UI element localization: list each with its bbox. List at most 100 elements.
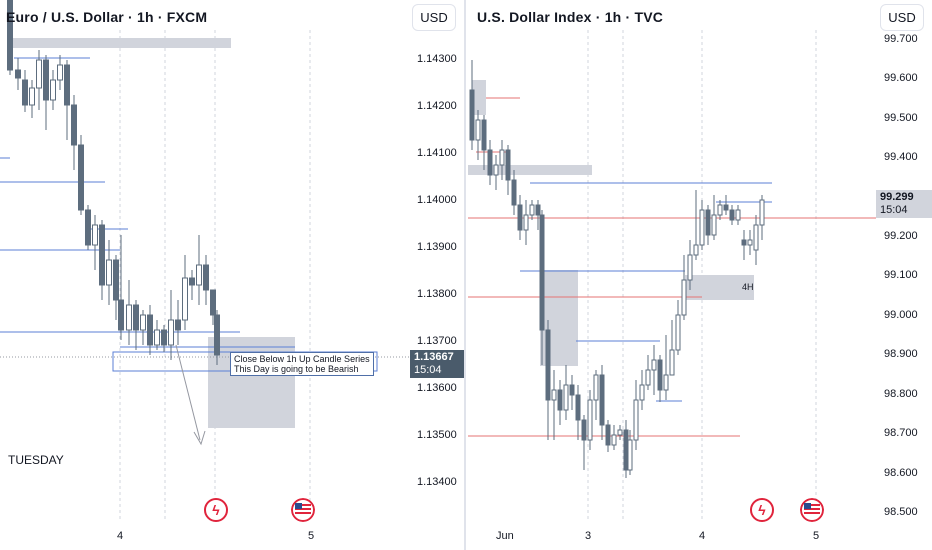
eurusd-current-price-tag: 1.13667 15:04 (410, 350, 464, 378)
candle-body (557, 389, 563, 411)
candle-body (523, 214, 529, 231)
candle-body (581, 419, 587, 441)
annotation-line-2: This Day is going to be Bearish (234, 364, 359, 374)
candle-body (92, 224, 98, 246)
eurusd-current-price: 1.13667 (414, 351, 454, 363)
candle-body (587, 399, 593, 441)
eurusd-currency-button[interactable]: USD (412, 4, 456, 31)
dxy-zone-label: 4H (742, 282, 754, 292)
candle-body (599, 374, 605, 426)
candle-body (29, 87, 35, 106)
candle-body (505, 149, 511, 181)
candle-body (645, 369, 651, 386)
candle-body (535, 204, 541, 216)
eurusd-price-label: 1.13800 (417, 288, 457, 300)
eurusd-time-label: 4 (117, 530, 124, 542)
eurusd-chart-pane[interactable]: Euro / U.S. Dollar · 1h · FXCM USD 1.143… (0, 0, 464, 550)
dxy-time-label: 5 (813, 530, 820, 542)
eurusd-price-label: 1.13600 (417, 382, 457, 394)
candle-body (196, 264, 202, 286)
candle-body (605, 424, 611, 446)
candle-body (729, 209, 735, 221)
candle-body (154, 329, 160, 346)
candle-body (99, 224, 105, 286)
dxy-price-label: 98.700 (884, 427, 918, 439)
candle-body (593, 374, 599, 401)
candle-body (747, 239, 753, 246)
us-flag-icon[interactable] (800, 498, 824, 522)
candle-body (161, 329, 167, 346)
candle-body (15, 69, 21, 79)
candle-body (36, 59, 42, 89)
eurusd-price-label: 1.13900 (417, 241, 457, 253)
zone-4h (685, 275, 754, 300)
eurusd-price-label: 1.13400 (417, 476, 457, 488)
candle-body (487, 149, 493, 176)
forecast-arrowhead (193, 430, 206, 446)
candle-body (113, 259, 119, 301)
supply-zone (10, 38, 231, 48)
candle-body (563, 384, 569, 411)
dxy-currency-button[interactable]: USD (880, 4, 924, 31)
dxy-price-label: 99.100 (884, 269, 918, 281)
candle-body (663, 374, 669, 391)
candle-body (623, 429, 629, 471)
candle-body (50, 79, 56, 101)
candle-body (469, 89, 475, 141)
eurusd-price-label: 1.14300 (417, 53, 457, 65)
candle-body (633, 399, 639, 441)
candle-body (481, 119, 487, 151)
dxy-candle-countdown: 15:04 (880, 204, 908, 216)
dxy-price-label: 98.800 (884, 388, 918, 400)
candle-body (545, 329, 551, 401)
candle-body (118, 299, 124, 331)
candle-body (43, 59, 49, 101)
candle-body (735, 209, 741, 221)
candle-body (575, 394, 581, 421)
candle-body (687, 254, 693, 281)
supply-zone (468, 165, 592, 175)
dxy-price-label: 98.500 (884, 506, 918, 518)
candle-body (71, 104, 77, 146)
dxy-price-label: 99.200 (884, 230, 918, 242)
eurusd-chart-canvas[interactable] (0, 0, 464, 550)
candle-body (699, 209, 705, 246)
candle-body (168, 319, 174, 346)
candle-body (517, 204, 523, 231)
candle-body (106, 259, 112, 286)
target-zone (208, 337, 295, 428)
lightning-icon[interactable]: ϟ (750, 498, 774, 522)
lightning-icon[interactable]: ϟ (204, 498, 228, 522)
candle-body (753, 224, 759, 251)
eurusd-price-label: 1.14000 (417, 194, 457, 206)
eurusd-chart-title: Euro / U.S. Dollar · 1h · FXCM (6, 9, 208, 25)
candle-body (78, 144, 84, 211)
candle-body (85, 209, 91, 246)
dxy-current-price-tag: 99.299 15:04 (876, 190, 932, 218)
dxy-price-label: 99.700 (884, 33, 918, 45)
candle-body (741, 239, 747, 246)
dxy-price-label: 99.600 (884, 72, 918, 84)
candle-body (551, 389, 557, 401)
us-flag-icon[interactable] (291, 498, 315, 522)
candle-body (475, 119, 481, 141)
dxy-chart-canvas[interactable] (466, 0, 932, 550)
eurusd-time-label: 5 (308, 530, 315, 542)
eurusd-price-label: 1.14100 (417, 147, 457, 159)
candle-body (717, 204, 723, 216)
candle-body (529, 204, 535, 216)
candle-body (639, 384, 645, 401)
candle-body (511, 179, 517, 206)
candle-body (681, 279, 687, 316)
candle-body (64, 64, 70, 106)
dxy-chart-pane[interactable]: U.S. Dollar Index · 1h · TVC USD 99.700 … (466, 0, 932, 550)
candle-body (569, 384, 575, 396)
dxy-current-price: 99.299 (880, 191, 914, 203)
dxy-price-label: 99.400 (884, 151, 918, 163)
eurusd-price-label: 1.14200 (417, 100, 457, 112)
eurusd-annotation-note[interactable]: Close Below 1h Up Candle Series This Day… (230, 352, 374, 376)
pane-divider[interactable] (464, 0, 466, 550)
eurusd-day-label: TUESDAY (8, 453, 64, 467)
dxy-price-label: 99.500 (884, 112, 918, 124)
candle-body (723, 204, 729, 211)
